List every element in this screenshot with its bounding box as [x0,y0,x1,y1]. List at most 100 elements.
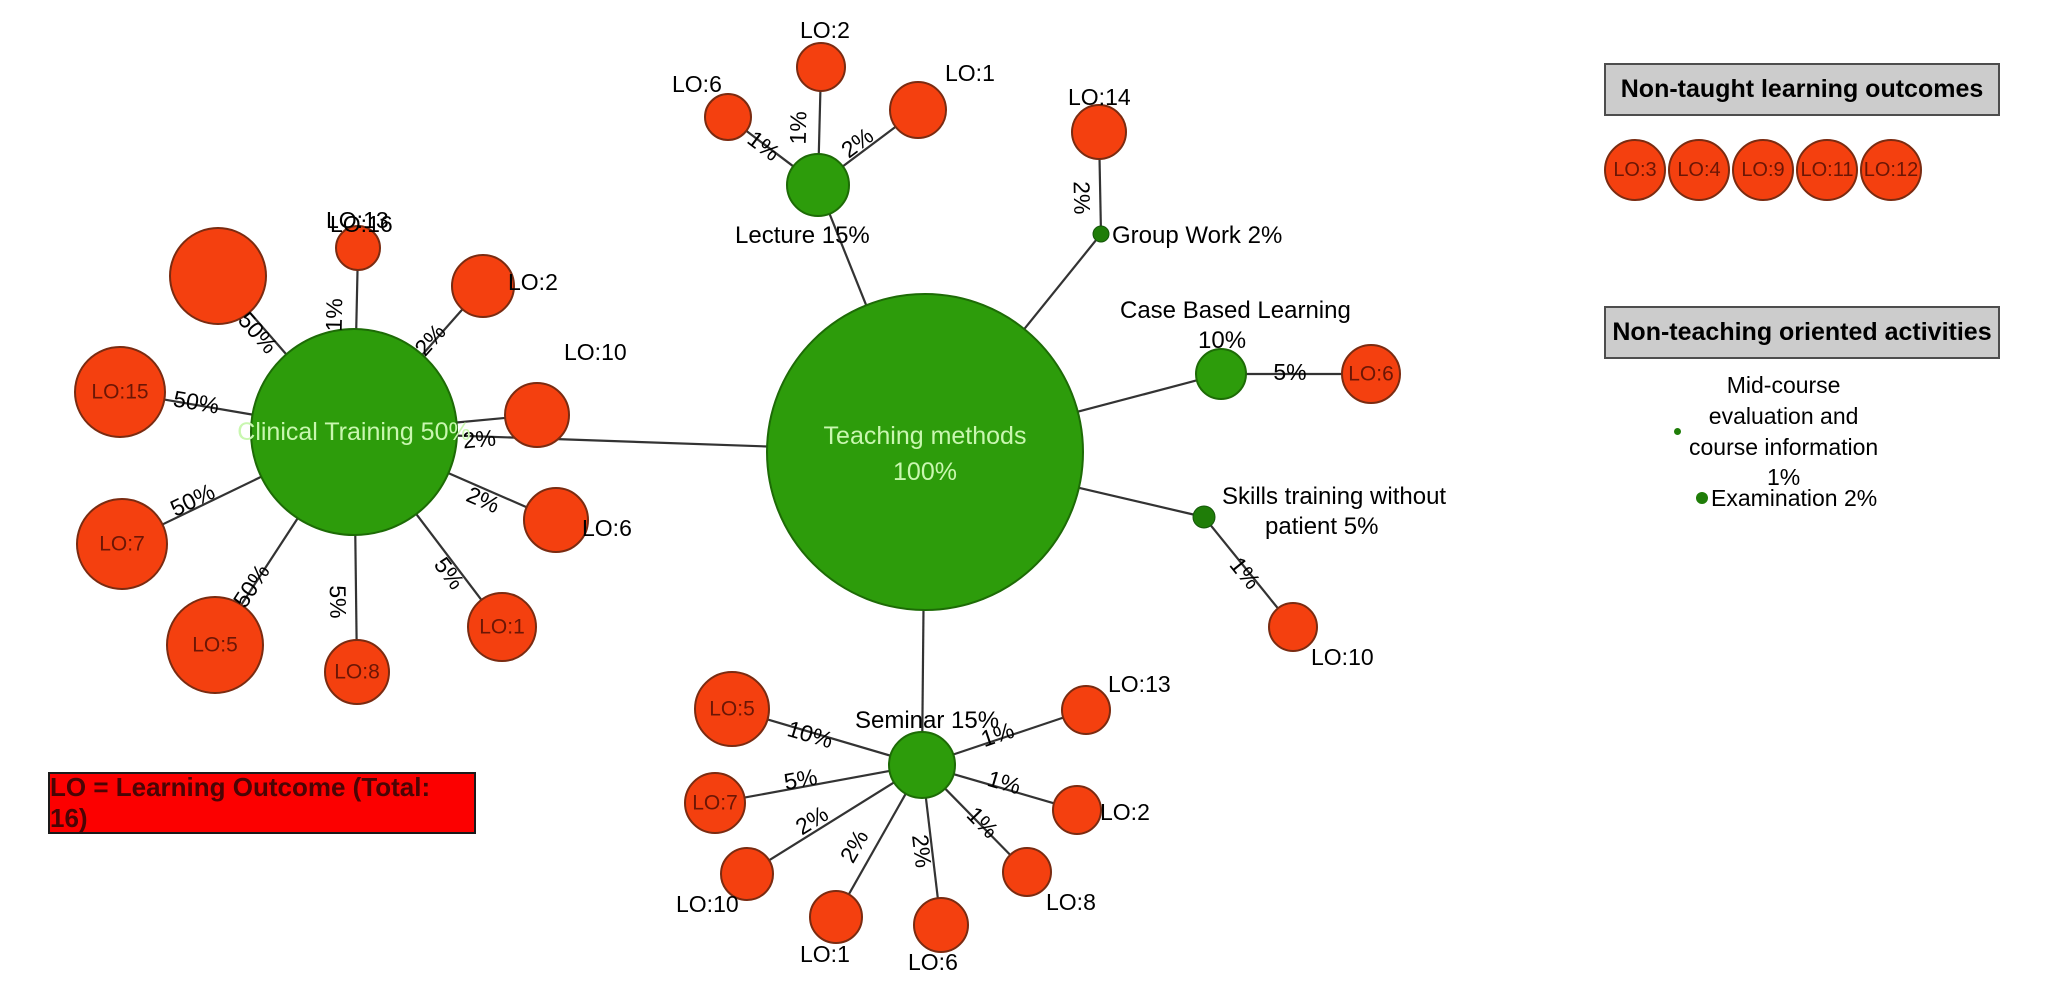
clinical-training-weight-9: 1% [321,298,348,332]
lecture-outcome-lo6-node[interactable] [704,93,752,141]
non-taught-chip-lo11[interactable]: LO:11 [1796,139,1858,201]
non-taught-chip-lo4[interactable]: LO:4 [1668,139,1730,201]
clinical-training-outcome-lo2-node[interactable] [451,254,515,318]
seminar-weight-5: 1% [962,801,1004,843]
edge-seminar-to-lo8-5 [944,787,1011,856]
seminar-weight-2: 2% [791,800,833,840]
lecture-outcome-lo1-node[interactable] [889,81,947,139]
clinical-training-outcome-lo7-label: LO:7 [99,533,145,556]
method-node-seminar[interactable] [888,731,956,799]
green-bullet-icon [1696,492,1708,505]
clinical-training-outcome-lo7-node[interactable] [76,498,168,590]
clinical-training-outcome-lo5-label: LO:5 [192,634,238,657]
seminar-outcome-lo8-node[interactable] [1002,847,1052,897]
clinical-training-outcome-lo10-node[interactable] [504,382,570,448]
edge-clinical-training-to-lo5-3 [240,517,299,606]
seminar-outcome-lo10-node[interactable] [720,847,774,901]
non-taught-chip-lo3[interactable]: LO:3 [1604,139,1666,201]
skills-training-outcome-lo10-node[interactable] [1268,602,1318,652]
method-node-case-based-learning[interactable] [1195,348,1247,400]
lecture-outcome-lo6-label: LO:6 [672,71,722,97]
edge-teaching-methods-to-case-based-learning [1077,379,1198,413]
seminar-outcome-lo5-node[interactable] [694,671,770,747]
seminar-outcome-lo7-node[interactable] [684,772,746,834]
edge-teaching-methods-to-lecture [828,213,868,306]
seminar-outcome-lo7-label: LO:7 [692,792,738,815]
edge-clinical-training-to-lo7-2 [162,475,262,526]
non-taught-learning-outcomes-header: Non-taught learning outcomes [1604,63,2000,116]
method-node-skills-training[interactable] [1192,505,1216,529]
seminar-weight-1: 5% [782,763,819,795]
clinical-training-outcome-lo16-node[interactable] [169,227,267,325]
clinical-training-outcome-lo8-label: LO:8 [334,661,380,684]
seminar-weight-6: 1% [985,765,1024,799]
edge-gw-lo14 [1098,158,1102,227]
edges-layer [162,90,1342,899]
green-bullet-icon [1674,428,1681,436]
seminar-outcome-lo6-label: LO:6 [908,949,958,975]
clinical-training-weight-5: 5% [429,552,470,594]
non-teaching-oriented-activities-header: Non-teaching oriented activities [1604,306,2000,359]
clinical-training-outcome-lo6-node[interactable] [523,487,589,553]
nodes-layer [74,42,1401,953]
lecture-outcome-lo2-label: LO:2 [800,17,850,43]
clinical-training-outcome-lo15-label: LO:15 [91,381,148,404]
edge-clinical-training-to-lo13-9 [355,269,359,330]
seminar-outcome-lo6-node[interactable] [913,897,969,953]
clinical-training-weight-7: 2% [462,425,498,454]
edge-clinical-training-to-lo6-6 [447,472,528,509]
non-taught-learning-outcomes-chips: LO:3 LO:4 LO:9 LO:11 LO:12 [1604,138,2004,202]
edge-seminar-to-lo10-2 [768,781,895,862]
seminar-outcome-lo13-node[interactable] [1061,685,1111,735]
method-node-teaching-methods[interactable] [766,293,1084,611]
method-node-clinical-training[interactable] [250,328,458,536]
edge-teaching-methods-to-skills-training [1078,486,1194,516]
edge-clinical-training-to-lo1-5 [415,513,483,601]
edge-clinical-training-to-lo16-0 [248,311,288,356]
method-label-skills-training-line2: patient 5% [1265,513,1378,540]
clinical-training-outcome-lo15-node[interactable] [74,346,166,438]
edge-seminar-to-lo6-4 [924,797,939,899]
edge-seminar-to-lo5-0 [767,718,891,757]
edge-teaching-methods-to-seminar [921,609,925,733]
seminar-outcome-lo1-node[interactable] [809,890,863,944]
clinical-training-outcome-lo6-label: LO:6 [582,515,632,541]
edge-lecture-to-lo1-2 [842,125,897,168]
clinical-training-outcome-lo1-label: LO:1 [479,616,525,639]
clinical-training-outcome-lo13-node[interactable] [335,225,381,271]
non-taught-chip-lo12[interactable]: LO:12 [1860,139,1922,201]
case-based-learning-outcome-lo6-node[interactable] [1341,344,1401,404]
method-node-lecture[interactable] [786,153,850,217]
non-taught-chip-lo9[interactable]: LO:9 [1732,139,1794,201]
non-teaching-activity-0: Mid-course evaluation and course informa… [1674,370,1878,493]
method-label-group-work: Group Work 2% [1112,222,1282,249]
method-label-case-based-learning-line2: 10% [1198,327,1246,354]
edge-seminar-to-lo2-6 [953,773,1055,805]
edge-lecture-to-lo6-0 [745,129,794,168]
edge-teaching-methods-to-group-work [1023,239,1097,330]
seminar-outcome-lo1-label: LO:1 [800,941,850,967]
clinical-training-outcome-lo5-node[interactable] [166,596,264,694]
edge-skills-lo10 [1210,524,1279,610]
seminar-outcome-lo2-node[interactable] [1052,785,1102,835]
lecture-outcome-lo2-node[interactable] [796,42,846,92]
clinical-training-outcome-lo8-node[interactable] [324,639,390,705]
seminar-outcome-lo10-label: LO:10 [676,891,739,917]
non-teaching-oriented-activities-list: Mid-course evaluation and course informa… [1604,370,2004,540]
case-based-learning-outcome-lo6-label: LO:6 [1348,363,1394,386]
edge-clinical-training-to-lo2-8 [421,308,464,356]
edge-seminar-to-lo13-7 [952,716,1064,756]
edge-seminar-to-lo7-1 [744,769,890,799]
lecture-weight-2: 2% [836,122,878,163]
method-node-group-work[interactable] [1092,225,1110,243]
edge-seminar-to-lo1-3 [847,793,907,895]
non-teaching-activity-1: Examination 2% [1696,483,1877,514]
clinical-training-outcome-lo13-label: LO:13 [326,207,389,233]
method-label-skills-training: Skills training without [1222,483,1446,510]
teaching-methods-label-line2: 100% [893,458,957,486]
clinical-training-outcome-lo1-node[interactable] [467,592,537,662]
clinical-training-outcome-lo10-label: LO:10 [564,339,627,365]
group-work-outcome-lo14-node[interactable] [1071,104,1127,160]
